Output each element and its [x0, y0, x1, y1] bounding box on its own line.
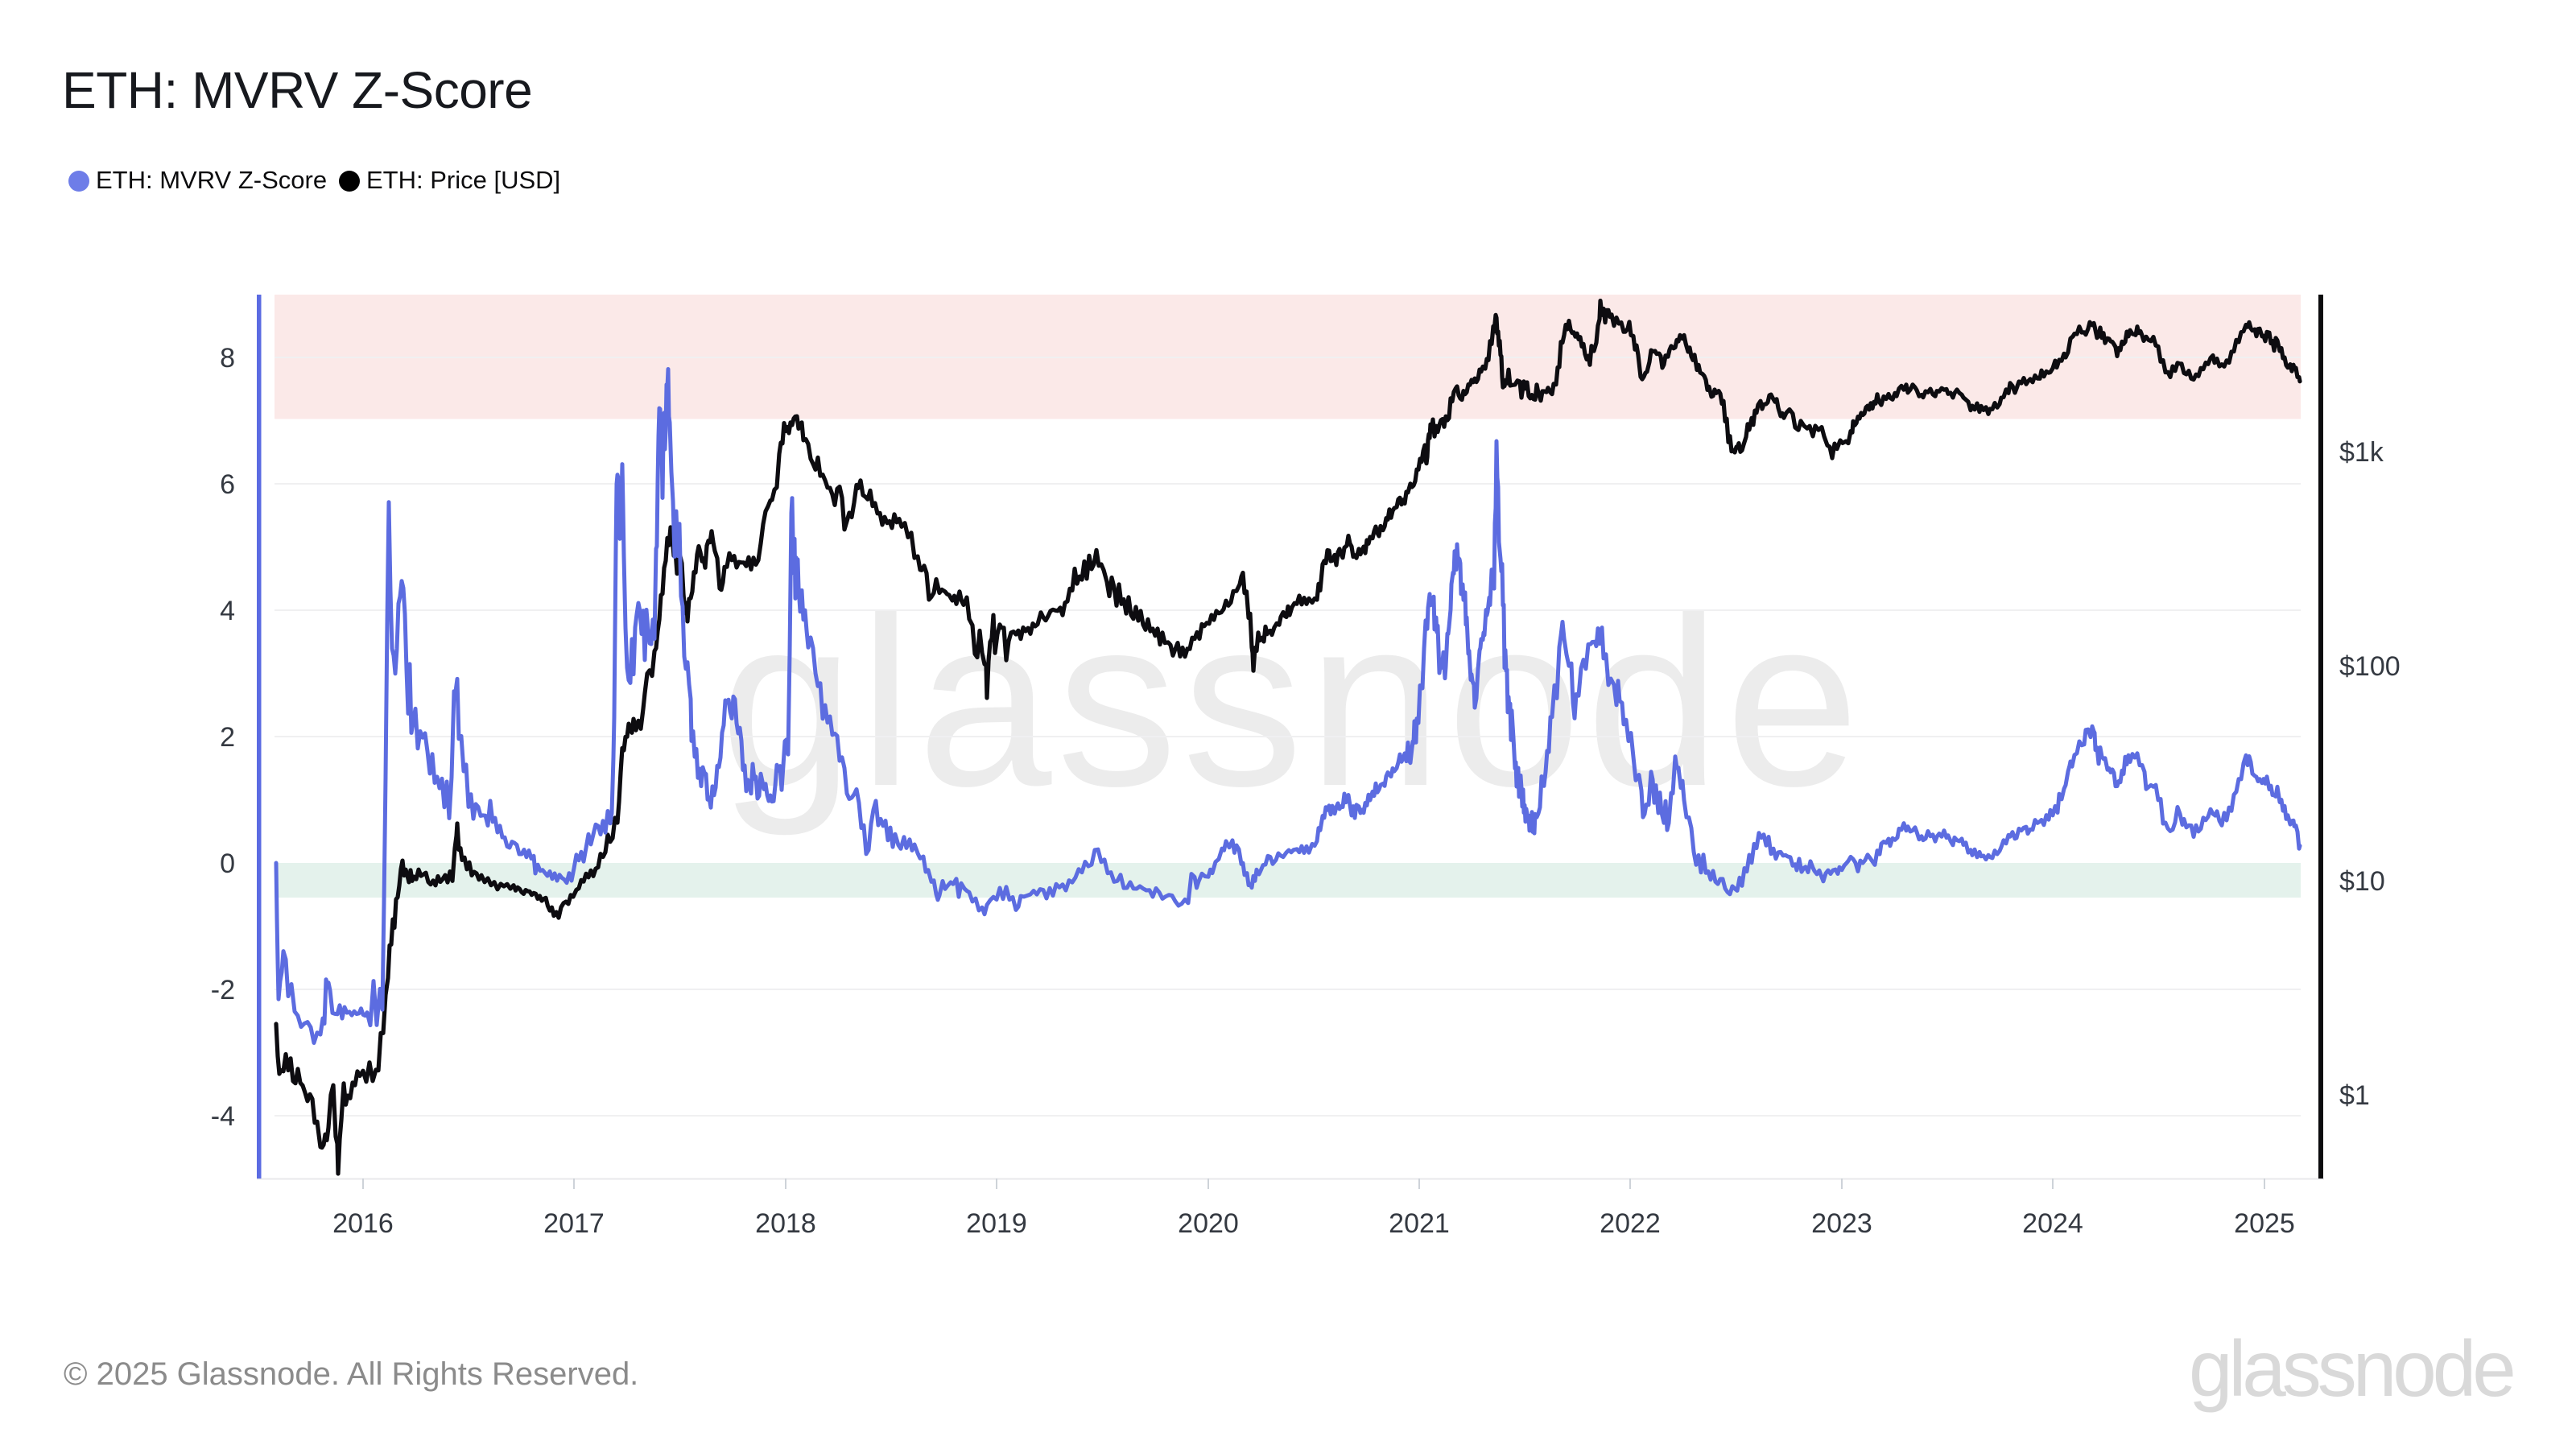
- svg-text:2016: 2016: [332, 1208, 394, 1239]
- svg-text:-2: -2: [211, 975, 235, 1005]
- svg-text:2: 2: [220, 722, 235, 753]
- svg-text:$10: $10: [2339, 866, 2385, 897]
- svg-text:2025: 2025: [2234, 1208, 2295, 1239]
- svg-text:8: 8: [220, 343, 235, 374]
- svg-text:$100: $100: [2339, 651, 2401, 682]
- svg-text:$1: $1: [2339, 1080, 2370, 1111]
- svg-text:-4: -4: [211, 1101, 235, 1132]
- svg-text:6: 6: [220, 469, 235, 500]
- svg-text:2024: 2024: [2022, 1208, 2083, 1239]
- svg-text:2023: 2023: [1811, 1208, 1872, 1239]
- svg-text:0: 0: [220, 848, 235, 879]
- svg-text:$1k: $1k: [2339, 437, 2384, 468]
- svg-text:2017: 2017: [543, 1208, 605, 1239]
- svg-text:2020: 2020: [1178, 1208, 1239, 1239]
- svg-text:2019: 2019: [966, 1208, 1027, 1239]
- svg-text:2021: 2021: [1389, 1208, 1450, 1239]
- svg-text:2018: 2018: [755, 1208, 816, 1239]
- svg-text:2022: 2022: [1600, 1208, 1661, 1239]
- svg-text:4: 4: [220, 596, 235, 626]
